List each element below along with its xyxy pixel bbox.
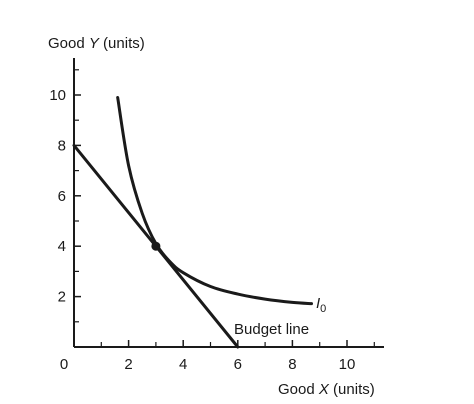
x-tick-label: 6: [234, 356, 242, 373]
budget-line-label: Budget line: [234, 321, 309, 338]
x-axis-label: Good X (units): [278, 381, 375, 398]
y-tick-label: 6: [58, 188, 66, 205]
y-tick-label: 8: [58, 137, 66, 154]
x-tick-label: 8: [288, 356, 296, 373]
y-axis-label: Good Y (units): [48, 35, 145, 52]
x-tick-label: 4: [179, 356, 187, 373]
origin-label: 0: [60, 356, 68, 373]
x-tick-label: 2: [124, 356, 132, 373]
y-tick-label: 4: [58, 238, 66, 255]
tangency-point: [151, 241, 161, 251]
indifference-curve: [116, 96, 314, 306]
x-tick-label: 10: [339, 356, 356, 373]
y-tick-label: 10: [49, 87, 66, 104]
y-tick-label: 2: [58, 289, 66, 306]
indifference-curve-label: I0: [316, 295, 326, 315]
